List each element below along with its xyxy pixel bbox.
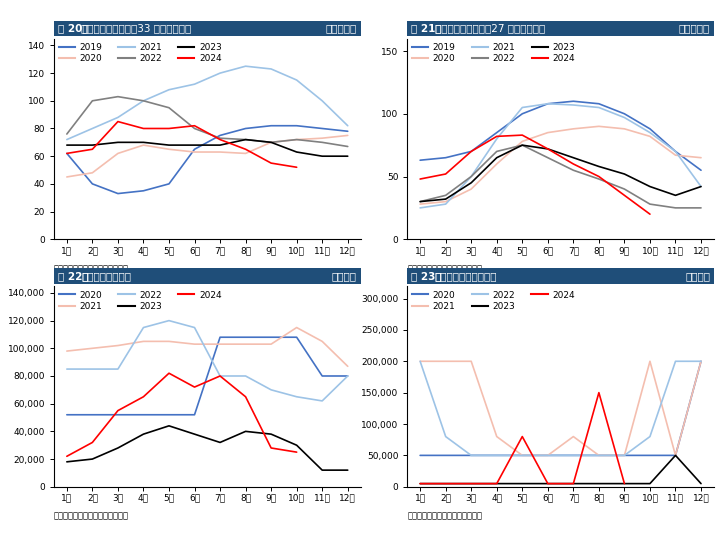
Text: 数据来源：钢联、海通期货研究所: 数据来源：钢联、海通期货研究所 [407, 264, 482, 273]
Text: 数据来源：钢联、海通期货研究所: 数据来源：钢联、海通期货研究所 [54, 512, 129, 520]
Legend: 2019, 2020, 2021, 2022, 2023, 2024: 2019, 2020, 2021, 2022, 2023, 2024 [412, 43, 575, 63]
Legend: 2019, 2020, 2021, 2022, 2023, 2024: 2019, 2020, 2021, 2022, 2023, 2024 [58, 43, 222, 63]
Text: 图 21：: 图 21： [411, 24, 441, 34]
Legend: 2020, 2021, 2022, 2023, 2024: 2020, 2021, 2022, 2023, 2024 [58, 290, 221, 311]
Text: 单位：万吨: 单位：万吨 [679, 24, 710, 34]
Text: 图 23：: 图 23： [411, 271, 441, 281]
Text: 单位：吨: 单位：吨 [685, 271, 710, 281]
Text: 数据来源：钢联、海通期货研究所: 数据来源：钢联、海通期货研究所 [54, 264, 129, 273]
Text: 全国沥青厂内库存（27 家样本企业）: 全国沥青厂内库存（27 家样本企业） [435, 24, 545, 34]
Text: 石油沥青厂库期货库存: 石油沥青厂库期货库存 [435, 271, 497, 281]
Text: 单位：万吨: 单位：万吨 [326, 24, 357, 34]
Legend: 2020, 2021, 2022, 2023, 2024: 2020, 2021, 2022, 2023, 2024 [412, 290, 575, 311]
Text: 图 22：: 图 22： [58, 271, 88, 281]
Text: 图 20：: 图 20： [58, 24, 88, 34]
Text: 单位：吨: 单位：吨 [332, 271, 357, 281]
Text: 数据来源：钢联、海通期货研究所: 数据来源：钢联、海通期货研究所 [407, 512, 482, 520]
Text: 全国沥青社会库存（33 家样本企业）: 全国沥青社会库存（33 家样本企业） [81, 24, 192, 34]
Text: 石油沥青期货库存: 石油沥青期货库存 [81, 271, 131, 281]
